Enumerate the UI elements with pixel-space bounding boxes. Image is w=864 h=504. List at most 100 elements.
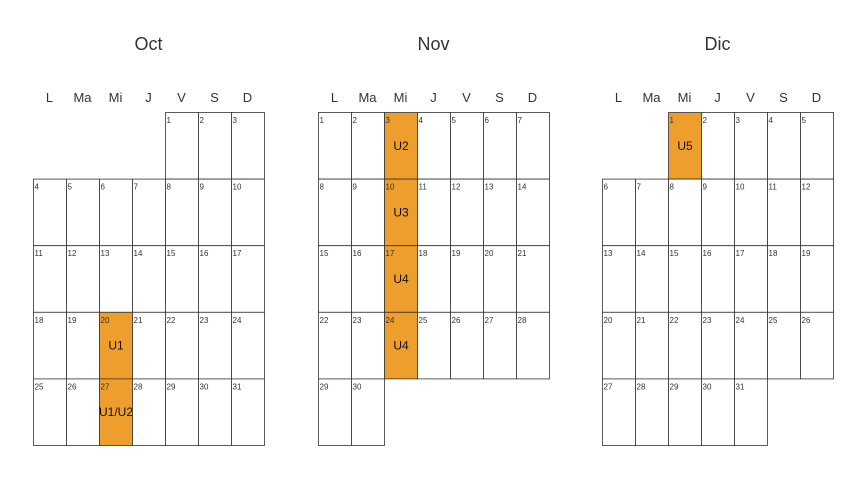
day-number: 26	[802, 316, 811, 325]
highlight-cell	[99, 378, 133, 446]
day-number: 29	[670, 382, 679, 391]
day-cell	[99, 178, 133, 247]
day-number: 28	[518, 316, 527, 325]
day-number: 18	[419, 249, 428, 258]
highlight-label: U4	[393, 272, 409, 286]
day-cell	[318, 311, 352, 380]
day-cell	[66, 311, 100, 380]
day-number: 30	[353, 382, 362, 391]
day-number: 5	[452, 116, 457, 125]
day-number: 12	[452, 183, 461, 192]
day-number: 20	[101, 316, 110, 325]
highlight-label: U2	[393, 139, 409, 153]
highlight-label: U4	[393, 339, 409, 353]
day-number: 19	[68, 316, 77, 325]
day-number: 12	[68, 249, 77, 258]
day-cell	[516, 178, 550, 247]
day-cell	[231, 378, 265, 446]
day-cell	[800, 112, 834, 180]
day-number: 7	[134, 183, 139, 192]
weekday-label: Ma	[358, 90, 377, 105]
day-cell	[231, 178, 265, 247]
day-number: 11	[35, 249, 44, 258]
weekday-label: J	[714, 90, 721, 105]
day-cell	[767, 311, 801, 380]
day-cell	[635, 178, 669, 247]
weekday-label: V	[746, 90, 755, 105]
day-number: 17	[736, 249, 745, 258]
day-cell	[318, 178, 352, 247]
day-number: 4	[35, 183, 40, 192]
highlight-label: U3	[393, 205, 409, 219]
day-number: 28	[637, 382, 646, 391]
day-number: 5	[802, 116, 807, 125]
day-number: 24	[386, 316, 395, 325]
day-number: 1	[670, 116, 675, 125]
day-cell	[198, 245, 232, 313]
day-number: 3	[386, 116, 391, 125]
day-number: 16	[703, 249, 712, 258]
day-cell	[734, 112, 768, 180]
day-number: 6	[485, 116, 490, 125]
day-number: 23	[353, 316, 362, 325]
day-cell	[800, 311, 834, 380]
day-cell	[165, 112, 199, 180]
day-cell	[231, 311, 265, 380]
day-number: 12	[802, 183, 811, 192]
day-cell	[132, 378, 166, 446]
day-cell	[231, 245, 265, 313]
day-number: 11	[769, 183, 778, 192]
weekday-label: D	[243, 90, 252, 105]
weekday-label: L	[331, 90, 338, 105]
day-number: 9	[703, 183, 708, 192]
month-title-oct: Oct	[134, 34, 162, 54]
day-cell	[165, 178, 199, 247]
day-number: 24	[736, 316, 745, 325]
day-number: 21	[637, 316, 646, 325]
day-number: 10	[233, 183, 242, 192]
day-number: 9	[200, 183, 205, 192]
day-cell	[231, 112, 265, 180]
highlight-label: U1	[108, 339, 124, 353]
day-cell	[800, 245, 834, 313]
day-number: 8	[320, 183, 325, 192]
day-number: 22	[670, 316, 679, 325]
day-cell	[483, 112, 517, 180]
day-number: 14	[134, 249, 143, 258]
day-cell	[351, 245, 385, 313]
day-cell	[516, 245, 550, 313]
day-cell	[602, 245, 636, 313]
day-number: 17	[386, 249, 395, 258]
day-cell	[668, 311, 702, 380]
weekday-label: V	[177, 90, 186, 105]
day-number: 28	[134, 382, 143, 391]
day-cell	[450, 245, 484, 313]
day-cell	[66, 245, 100, 313]
day-number: 25	[769, 316, 778, 325]
day-number: 22	[167, 316, 176, 325]
day-number: 26	[452, 316, 461, 325]
day-number: 14	[518, 183, 527, 192]
day-cell	[767, 245, 801, 313]
day-number: 21	[134, 316, 143, 325]
day-cell	[198, 112, 232, 180]
day-cell	[668, 245, 702, 313]
day-cell	[318, 245, 352, 313]
day-number: 8	[167, 183, 172, 192]
highlight-cell	[99, 311, 133, 380]
day-number: 6	[101, 183, 106, 192]
weekday-label: Mi	[109, 90, 123, 105]
weekday-label: Mi	[678, 90, 692, 105]
day-cell	[668, 178, 702, 247]
day-cell	[450, 178, 484, 247]
day-number: 19	[452, 249, 461, 258]
day-number: 18	[769, 249, 778, 258]
day-number: 20	[604, 316, 613, 325]
day-number: 8	[670, 183, 675, 192]
day-number: 13	[604, 249, 613, 258]
day-number: 29	[320, 382, 329, 391]
day-number: 22	[320, 316, 329, 325]
day-number: 27	[485, 316, 494, 325]
day-cell	[450, 311, 484, 380]
